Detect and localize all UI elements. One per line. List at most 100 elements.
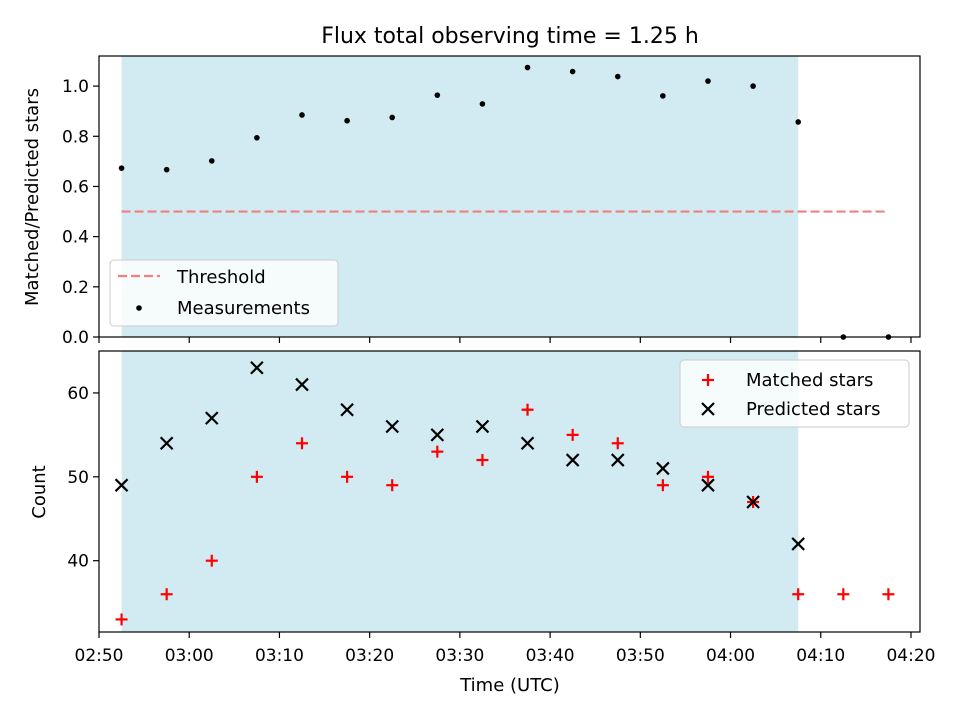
legend-predicted-swatch [701,402,715,416]
y-tick-label: 0.6 [62,177,89,197]
matched-star-point [476,454,489,467]
measurement-point [479,101,486,107]
predicted-star-point-b [656,461,670,476]
measurement-point [254,134,260,141]
predicted-star-point-b [701,478,715,492]
measurement-point [434,92,441,98]
y-tick-label: 1.0 [62,77,89,97]
predicted-star-point [430,428,445,442]
measurement-point [118,165,125,171]
x-tick-label: 03:40 [526,646,575,666]
y-tick-label: 0.8 [62,127,89,147]
matched-star-point [837,588,850,601]
matched-star-point [341,470,354,483]
top-axes-frame [98,55,921,338]
y-tick-label: 50 [67,468,89,488]
measurement-point [163,166,170,173]
predicted-star-point [565,453,580,467]
legend-matched-marker [702,374,714,386]
x-tick-label: 03:30 [435,646,484,666]
legend-threshold-label: Threshold [176,267,266,288]
legend-predicted-marker-b [701,402,715,416]
predicted-star-point-b [250,360,264,375]
matched-star-point [386,479,399,492]
matched-star-point [250,470,263,483]
predicted-star-point-b [520,436,535,451]
predicted-star-point [114,478,129,492]
predicted-star-point [385,419,399,434]
matched-star-point [792,588,805,601]
predicted-star-point [340,402,354,417]
predicted-star-point-b [295,377,309,392]
x-tick-label: 04:00 [706,646,755,666]
predicted-star-point [520,436,535,451]
predicted-star-point [250,360,264,375]
predicted-star-point [746,495,760,509]
predicted-star-point-b [385,419,399,434]
predicted-star-point-b [475,419,490,434]
measurement-point [795,119,802,125]
matched-star-point [611,437,624,450]
measurement-point [705,78,711,84]
predicted-star-point-b [565,453,580,467]
matched-star-point [431,445,444,458]
y-tick-label: 60 [67,384,89,404]
predicted-star-point-b [430,428,445,442]
predicted-star-point [656,461,670,476]
predicted-star-point [701,478,715,492]
matched-star-point [115,613,128,626]
y-tick-label: 0.4 [62,228,89,248]
measurement-point [614,73,621,80]
matched-star-point [882,588,895,601]
legend-measurements-swatch [136,305,142,311]
x-tick-label: 04:20 [886,646,935,666]
chart-title: Flux total observing time = 1.25 h [321,24,699,49]
legend-measurements-label: Measurements [177,298,310,319]
bottom-legend: Matched stars Predicted stars [679,359,910,428]
matched-star-point [160,588,173,601]
x-tick-label: 03:10 [255,646,304,666]
measurement-point [524,64,531,71]
measurement-point [389,114,396,121]
matched-star-point [656,479,669,492]
top-legend: Threshold Measurements [109,259,339,327]
x-tick-label: 02:50 [75,646,124,666]
matched-star-point [701,470,714,483]
measurement-point [208,158,215,164]
matched-star-point [566,428,579,441]
legend-matched-swatch [702,374,714,386]
bottom-axes-frame [98,350,921,633]
predicted-star-point-b [746,495,760,509]
top-y-axis-label: Matched/Predicted stars [22,88,43,306]
predicted-star-point [204,411,219,425]
matched-star-point [295,437,308,450]
y-tick-label: 0.2 [62,278,89,298]
measurement-point [750,83,756,89]
legend-predicted-marker [701,402,715,416]
predicted-star-point-b [114,478,129,492]
measurement-point [569,68,576,75]
matched-star-point [521,403,534,416]
predicted-star-point [791,537,805,551]
legend-matched-label: Matched stars [746,370,873,391]
bottom-y-axis-label: Count [29,465,50,518]
x-axis-label: Time (UTC) [459,675,560,696]
matched-star-point [205,554,218,567]
x-tick-label: 04:10 [796,646,845,666]
predicted-star-point-b [791,537,805,551]
measurement-point [299,112,305,118]
measurement-point [344,117,350,124]
x-tick-label: 03:50 [616,646,665,666]
top-legend-frame [109,259,339,327]
y-tick-label: 0.0 [62,328,89,348]
predicted-star-point-b [610,453,625,467]
predicted-star-point-b [159,436,174,451]
predicted-star-point-b [204,411,219,425]
legend-predicted-label: Predicted stars [746,399,880,420]
x-tick-label: 03:00 [165,646,214,666]
y-tick-label: 40 [67,552,89,572]
predicted-star-point [295,377,309,392]
bottom-legend-frame [679,359,910,428]
measurement-point [660,93,666,99]
